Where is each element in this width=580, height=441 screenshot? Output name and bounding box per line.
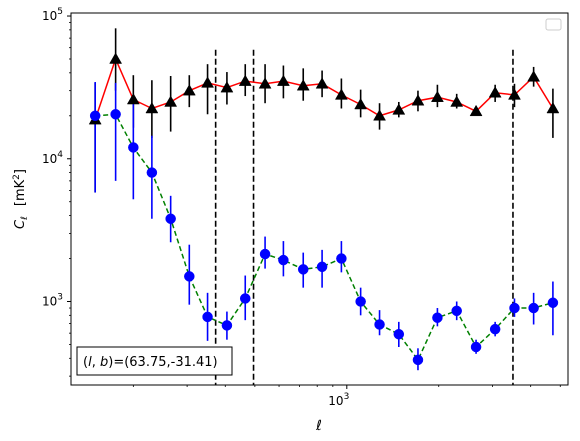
triangle-marker <box>373 109 386 121</box>
x-tick-label: 103 <box>328 392 349 408</box>
circle-marker <box>165 213 176 224</box>
circle-marker <box>528 302 539 314</box>
y-axis-label: Cℓ [mK2] <box>12 169 30 229</box>
triangle-marker <box>296 79 310 91</box>
triangle-marker <box>201 76 214 88</box>
circle-marker <box>202 311 213 323</box>
triangle-marker <box>276 74 290 86</box>
circle-marker <box>412 354 424 366</box>
circle-marker <box>221 320 233 331</box>
y-tick-label: 104 <box>42 150 63 166</box>
circle-marker <box>146 167 158 178</box>
circle-marker <box>184 271 195 282</box>
y-label-sub: ℓ <box>20 216 30 221</box>
triangle-marker <box>334 88 348 100</box>
triangle-marker <box>315 77 329 89</box>
circle-marker <box>128 142 139 153</box>
triangle-marker <box>508 88 521 100</box>
y-label-main: C <box>13 219 28 229</box>
y-label-unit-sup: 2 <box>12 174 22 180</box>
triangle-marker <box>392 103 406 115</box>
x-axis-label: ℓ <box>315 418 322 434</box>
triangle-marker <box>430 90 444 102</box>
triangle-marker <box>450 95 464 107</box>
circle-marker <box>355 296 366 307</box>
svg-text:(l, b)=(63.75,-31.41): (l, b)=(63.75,-31.41) <box>83 355 218 370</box>
circle-marker <box>259 248 271 260</box>
svg-text:Cℓ [mK2]: Cℓ [mK2] <box>12 169 30 229</box>
triangle-marker <box>527 70 541 82</box>
circle-marker <box>509 302 520 314</box>
circle-marker <box>297 264 309 275</box>
vertical-lines <box>214 49 514 385</box>
legend-box <box>545 18 562 31</box>
circle-marker <box>89 110 101 122</box>
triangle-marker <box>258 77 272 89</box>
circle-marker <box>547 297 559 308</box>
y-label-unit: [mK <box>13 179 28 206</box>
annotation-b: b <box>100 355 108 370</box>
annotation-text: =(63.75,-31.41) <box>113 355 217 370</box>
circle-marker <box>470 341 482 353</box>
circle-marker <box>489 323 501 335</box>
triangle-marker <box>126 93 140 105</box>
annotation-l: l <box>88 355 92 370</box>
triangle-marker <box>469 104 483 117</box>
circle-marker <box>451 305 462 317</box>
circle-marker <box>432 312 443 323</box>
triangle-marker <box>164 95 178 107</box>
y-label-unit-close: ] <box>13 169 28 174</box>
annotation-box: (l, b)=(63.75,-31.41) <box>76 346 233 376</box>
triangle-marker <box>488 86 502 98</box>
x-axis-ticks: 103 <box>132 385 561 408</box>
triangle-marker <box>238 74 252 86</box>
circle-marker <box>278 254 289 266</box>
triangle-marker <box>109 52 123 64</box>
circle-marker <box>316 261 328 273</box>
circle-marker <box>374 319 385 330</box>
circle-marker <box>239 293 251 304</box>
circle-marker <box>110 109 121 120</box>
circle-marker <box>393 328 405 340</box>
y-tick-label: 103 <box>42 292 63 308</box>
triangle-marker <box>546 101 560 114</box>
triangle-marker <box>220 81 234 93</box>
y-tick-label: 105 <box>42 7 63 23</box>
triangle-marker <box>411 94 425 106</box>
triangle-marker <box>145 101 159 114</box>
circle-marker <box>336 253 347 264</box>
markers <box>88 52 560 366</box>
y-axis-ticks: 103 104 105 <box>42 7 71 377</box>
triangle-marker <box>354 97 368 110</box>
plot-area <box>70 12 569 386</box>
triangle-marker <box>182 84 196 96</box>
plot-frame <box>70 12 569 386</box>
